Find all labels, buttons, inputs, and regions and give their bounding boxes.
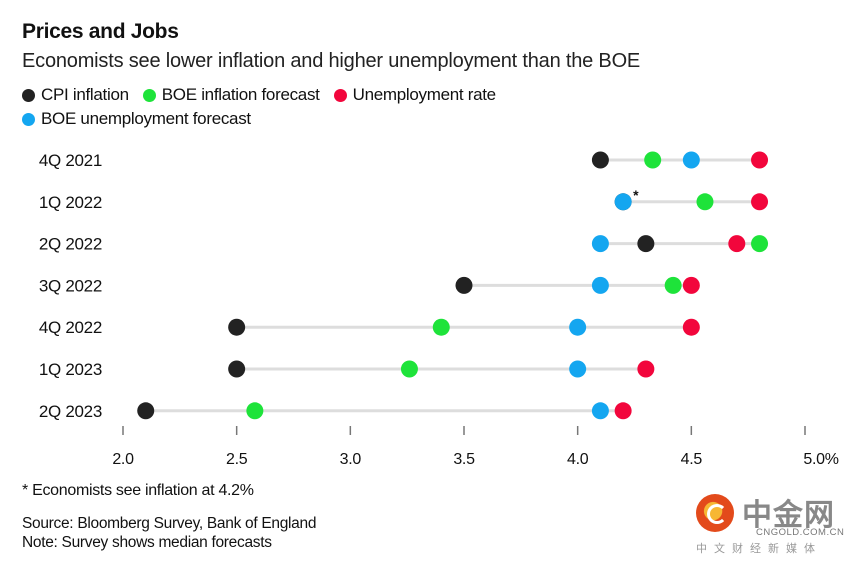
data-point-cpi-inflation <box>137 402 155 420</box>
legend-label-boe-inflation: BOE inflation forecast <box>161 85 320 104</box>
legend-label-unemployment: Unemployment rate <box>352 85 497 104</box>
cngold-logo-icon <box>696 494 734 532</box>
category-label: 2Q 2022 <box>39 235 102 254</box>
data-point-cpi-inflation <box>455 276 473 294</box>
source-text: Source: Bloomberg Survey, Bank of Englan… <box>22 515 317 532</box>
watermark-tagline: 中文财经新媒体 <box>696 542 822 555</box>
data-point-cpi-inflation <box>228 360 246 378</box>
legend-dot-unemployment <box>333 88 347 102</box>
data-point-boe-inflation-forecast <box>696 193 714 211</box>
legend-label-cpi: CPI inflation <box>41 85 129 104</box>
data-point-boe-unemployment-forecast <box>682 151 700 169</box>
data-point-unemployment-rate <box>751 193 769 211</box>
data-point-boe-unemployment-forecast <box>591 235 609 253</box>
chart-title: Prices and Jobs <box>22 20 179 43</box>
x-tick-label: 3.0 <box>340 451 362 468</box>
watermark-domain: CNGOLD.COM.CN <box>756 527 845 538</box>
data-point-boe-unemployment-forecast <box>569 360 587 378</box>
data-point-boe-unemployment-forecast <box>591 276 609 294</box>
x-tick-label: 4.0 <box>567 451 589 468</box>
annotation-asterisk: * <box>633 187 639 203</box>
x-tick-label: 4.5 <box>681 451 703 468</box>
data-point-unemployment-rate <box>637 360 655 378</box>
data-point-cpi-inflation <box>637 235 655 253</box>
legend-row-2: BOE unemployment forecast <box>22 109 251 129</box>
data-point-boe-inflation-forecast <box>432 318 450 336</box>
data-point-unemployment-rate <box>682 276 700 294</box>
category-label: 4Q 2021 <box>39 151 102 170</box>
legend-item-boe-unemployment: BOE unemployment forecast <box>22 109 251 129</box>
note-text: Note: Survey shows median forecasts <box>22 534 272 551</box>
data-point-cpi-inflation <box>228 318 246 336</box>
data-point-boe-inflation-forecast <box>644 151 662 169</box>
data-point-boe-inflation-forecast <box>751 235 769 253</box>
source-note: Source: Bloomberg Survey, Bank of Englan… <box>22 514 316 552</box>
data-point-boe-unemployment-forecast <box>591 402 609 420</box>
category-label: 1Q 2023 <box>39 360 102 379</box>
x-tick-label: 2.5 <box>226 451 248 468</box>
data-point-boe-inflation-forecast <box>664 276 682 294</box>
legend-item-cpi: CPI inflation <box>22 85 129 105</box>
data-point-boe-unemployment-forecast <box>614 193 632 211</box>
legend-label-boe-unemployment: BOE unemployment forecast <box>41 109 251 128</box>
data-point-unemployment-rate <box>614 402 632 420</box>
chart-subtitle: Economists see lower inflation and highe… <box>22 50 641 72</box>
data-point-boe-inflation-forecast <box>246 402 264 420</box>
category-label: 4Q 2022 <box>39 318 102 337</box>
x-tick-label: 5.0% <box>803 451 838 468</box>
watermark-name: 中金网 <box>742 498 835 533</box>
legend-dot-boe-unemployment <box>22 112 35 126</box>
watermark: 中金网 CNGOLD.COM.CN 中文财经新媒体 <box>690 488 850 558</box>
footnote: * Economists see inflation at 4.2% <box>22 482 254 499</box>
data-point-boe-inflation-forecast <box>400 360 418 378</box>
data-point-unemployment-rate <box>682 318 700 336</box>
x-tick-label: 3.5 <box>453 451 475 468</box>
data-point-boe-unemployment-forecast <box>569 318 587 336</box>
legend: CPI inflation BOE inflation forecast Une… <box>22 85 496 105</box>
category-label: 3Q 2022 <box>39 276 102 295</box>
x-tick-label: 2.0 <box>112 451 134 468</box>
legend-dot-cpi <box>22 88 35 102</box>
legend-item-unemployment: Unemployment rate <box>333 85 497 105</box>
data-point-unemployment-rate <box>728 235 746 253</box>
category-label: 1Q 2022 <box>39 193 102 212</box>
data-point-unemployment-rate <box>751 151 769 169</box>
legend-dot-boe-inflation <box>142 88 156 102</box>
data-point-cpi-inflation <box>591 151 609 169</box>
legend-item-boe-inflation: BOE inflation forecast <box>142 85 320 105</box>
category-label: 2Q 2023 <box>39 402 102 421</box>
